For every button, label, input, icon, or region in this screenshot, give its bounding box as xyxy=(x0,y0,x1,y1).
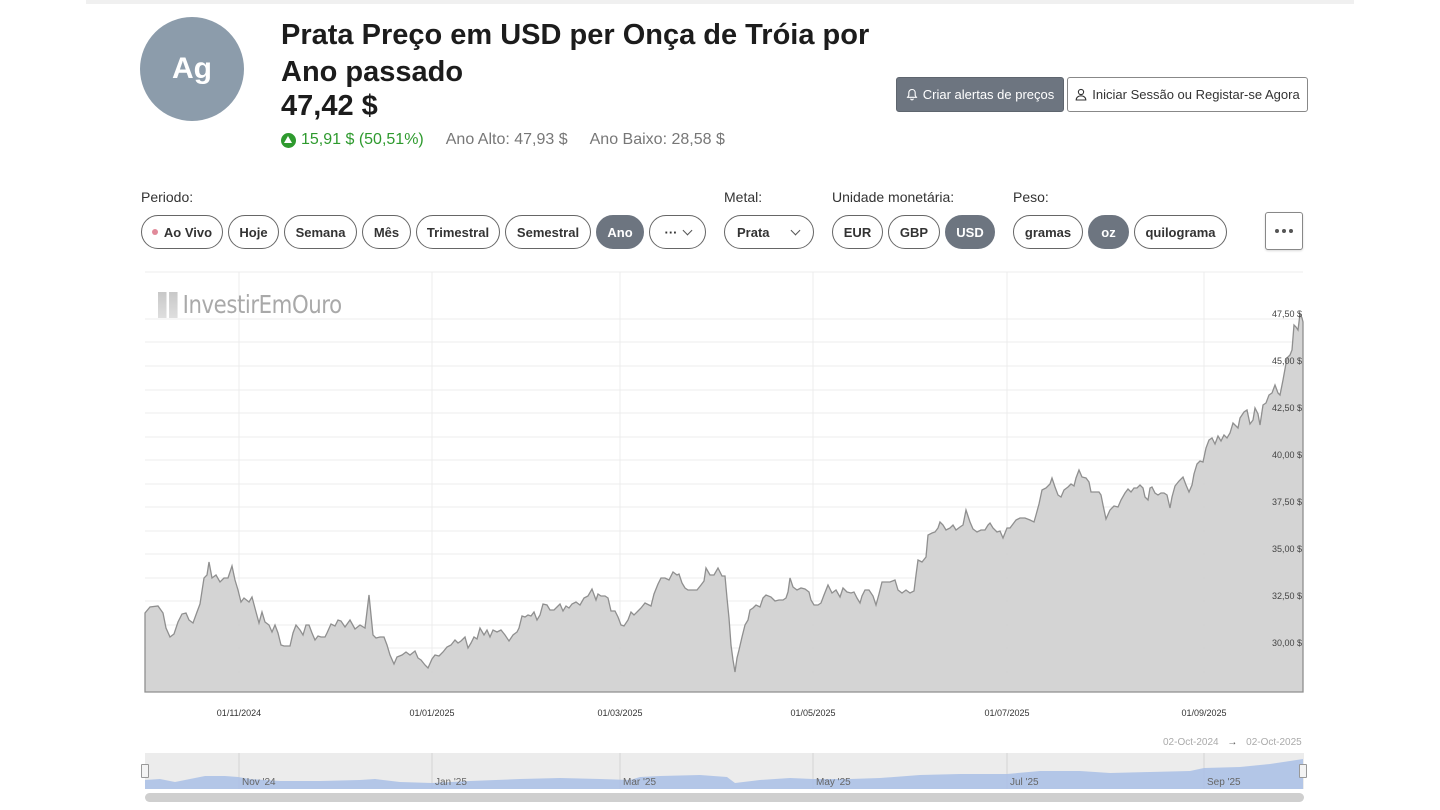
currency-gbp-button[interactable]: GBP xyxy=(888,215,940,249)
date-range: 02-Oct-2024 → 02-Oct-2025 xyxy=(1163,737,1302,748)
logo-bars-icon xyxy=(158,291,178,318)
range-to: 02-Oct-2025 xyxy=(1246,737,1302,748)
more-options-button[interactable] xyxy=(1265,212,1303,250)
period-today-label: Hoje xyxy=(239,224,268,240)
weight-kilogram-label: quilograma xyxy=(1145,224,1216,240)
create-price-alert-button[interactable]: Criar alertas de preços xyxy=(896,77,1064,112)
y-tick: 37,50 $ xyxy=(1271,497,1302,507)
year-low: Ano Baixo: 28,58 $ xyxy=(589,131,725,148)
period-month-button[interactable]: Mês xyxy=(362,215,411,249)
weight-label: Peso: xyxy=(1013,189,1049,205)
period-today-button[interactable]: Hoje xyxy=(228,215,279,249)
period-year-button[interactable]: Ano xyxy=(596,215,644,249)
watermark-text: InvestirEmOuro xyxy=(182,290,342,319)
y-tick: 35,00 $ xyxy=(1271,544,1302,554)
year-high: Ano Alto: 47,93 $ xyxy=(445,131,568,148)
navigator-label: Mar '25 xyxy=(623,777,657,788)
navigator-left-handle[interactable] xyxy=(141,764,149,778)
navigator-area xyxy=(145,759,1303,789)
period-quarter-label: Trimestral xyxy=(426,224,490,240)
price-area xyxy=(144,311,1304,693)
live-dot-icon xyxy=(151,229,158,235)
navigator-label: Nov '24 xyxy=(242,777,276,788)
period-month-label: Mês xyxy=(373,224,400,240)
avatar-text: Ag xyxy=(172,52,212,85)
login-register-button[interactable]: Iniciar Sessão ou Registar-se Agora xyxy=(1067,77,1308,112)
currency-eur-label: EUR xyxy=(843,224,872,240)
y-tick: 32,50 $ xyxy=(1271,591,1302,601)
x-tick: 01/05/2025 xyxy=(790,708,836,718)
period-year-label: Ano xyxy=(607,224,633,240)
arrow-right-icon: → xyxy=(1227,737,1238,748)
y-tick: 30,00 $ xyxy=(1271,638,1302,648)
currency-usd-label: USD xyxy=(956,224,984,240)
metal-select[interactable]: Prata xyxy=(724,215,814,249)
x-tick: 01/03/2025 xyxy=(597,708,643,718)
page-title: Prata Preço em USD per Onça de Tróia por… xyxy=(281,19,870,88)
navigator-right-handle[interactable] xyxy=(1299,764,1307,778)
weight-grams-label: gramas xyxy=(1024,224,1072,240)
metal-avatar: Ag xyxy=(140,17,244,121)
period-more-label: ··· xyxy=(664,224,678,240)
currency-label: Unidade monetária: xyxy=(832,189,955,205)
period-week-label: Semana xyxy=(295,224,346,240)
period-label: Periodo: xyxy=(141,189,194,205)
weight-grams-button[interactable]: gramas xyxy=(1013,215,1083,249)
navigator-label: Jan '25 xyxy=(435,777,467,788)
range-from: 02-Oct-2024 xyxy=(1163,737,1219,748)
top-divider xyxy=(86,0,1354,4)
current-price: 47,42 $ xyxy=(281,90,378,122)
price-change: 15,91 $ (50,51%) xyxy=(281,131,424,149)
price-stats: 15,91 $ (50,51%) Ano Alto: 47,93 $ Ano B… xyxy=(281,131,725,149)
x-tick: 01/01/2025 xyxy=(409,708,455,718)
login-register-label: Iniciar Sessão ou Registar-se Agora xyxy=(1092,87,1300,102)
price-change-value: 15,91 $ (50,51%) xyxy=(301,131,424,148)
y-tick: 45,00 $ xyxy=(1271,356,1302,366)
period-semester-label: Semestral xyxy=(516,224,580,240)
x-tick: 01/09/2025 xyxy=(1181,708,1227,718)
navigator-label: Jul '25 xyxy=(1010,777,1039,788)
navigator-label: May '25 xyxy=(816,777,851,788)
weight-kilogram-button[interactable]: quilograma xyxy=(1134,215,1227,249)
y-tick: 47,50 $ xyxy=(1271,309,1302,319)
create-price-alert-label: Criar alertas de preços xyxy=(922,87,1055,102)
period-week-button[interactable]: Semana xyxy=(284,215,357,249)
navigator-scrollbar[interactable] xyxy=(145,793,1304,802)
user-icon xyxy=(1075,88,1087,101)
bell-icon xyxy=(906,88,918,101)
ellipsis-icon xyxy=(1275,229,1293,233)
currency-usd-button[interactable]: USD xyxy=(945,215,995,249)
currency-gbp-label: GBP xyxy=(899,224,929,240)
y-tick: 42,50 $ xyxy=(1271,403,1302,413)
period-more-dropdown[interactable]: ··· xyxy=(649,215,706,249)
y-tick: 40,00 $ xyxy=(1271,450,1302,460)
currency-eur-button[interactable]: EUR xyxy=(832,215,883,249)
period-quarter-button[interactable]: Trimestral xyxy=(416,215,500,249)
x-tick: 01/07/2025 xyxy=(984,708,1030,718)
weight-oz-button[interactable]: oz xyxy=(1088,215,1129,249)
metal-label: Metal: xyxy=(724,189,763,205)
x-tick: 01/11/2024 xyxy=(216,708,262,718)
navigator-label: Sep '25 xyxy=(1207,777,1241,788)
arrow-up-icon xyxy=(281,132,296,148)
period-live-label: Ao Vivo xyxy=(163,224,213,240)
period-semester-button[interactable]: Semestral xyxy=(505,215,591,249)
metal-select-value: Prata xyxy=(737,224,770,240)
chart-watermark: InvestirEmOuro xyxy=(158,290,342,319)
period-live-button[interactable]: Ao Vivo xyxy=(141,215,223,249)
weight-oz-label: oz xyxy=(1101,224,1116,240)
